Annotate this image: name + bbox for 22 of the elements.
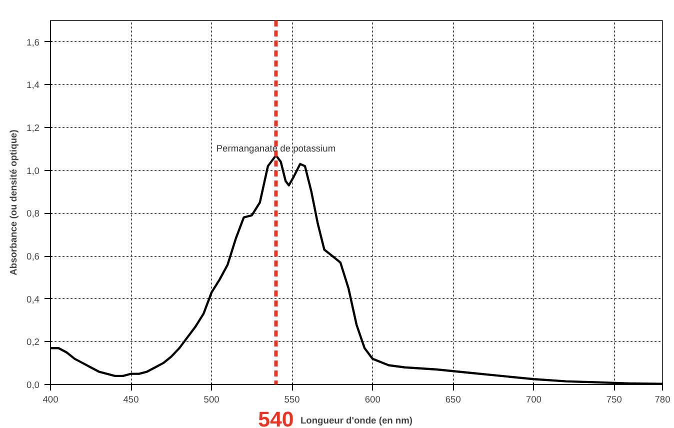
x-tick-label: 750 (606, 394, 622, 404)
x-axis-title: Longueur d'onde (en nm) (300, 416, 413, 426)
y-axis-title: Absorbance (ou densité optique) (8, 130, 19, 276)
y-tick-label: 1,2 (26, 123, 40, 134)
y-tick-label: 0,4 (26, 294, 40, 304)
y-tick-label: 0,6 (26, 252, 40, 262)
annotation: Permanganate de potassium (216, 143, 336, 154)
x-tick-label: 700 (526, 394, 542, 404)
y-tick-label: 1,4 (26, 80, 40, 90)
y-tick-label: 0,2 (26, 337, 40, 348)
x-tick-label: 450 (123, 394, 139, 404)
x-tick-label: 780 (654, 394, 670, 404)
y-tick-label: 1,6 (26, 37, 40, 48)
x-tick-label: 400 (42, 394, 58, 404)
x-tick-label: 500 (204, 394, 220, 404)
y-tick-label: 0,0 (26, 380, 40, 390)
x-tick-label: 600 (364, 394, 380, 404)
x-tick-label: 550 (284, 394, 300, 404)
x-tick-label: 650 (445, 394, 461, 404)
y-tick-label: 1,0 (26, 166, 40, 176)
ref-line-label: 540 (258, 408, 294, 428)
y-tick-label: 0,8 (26, 208, 40, 219)
